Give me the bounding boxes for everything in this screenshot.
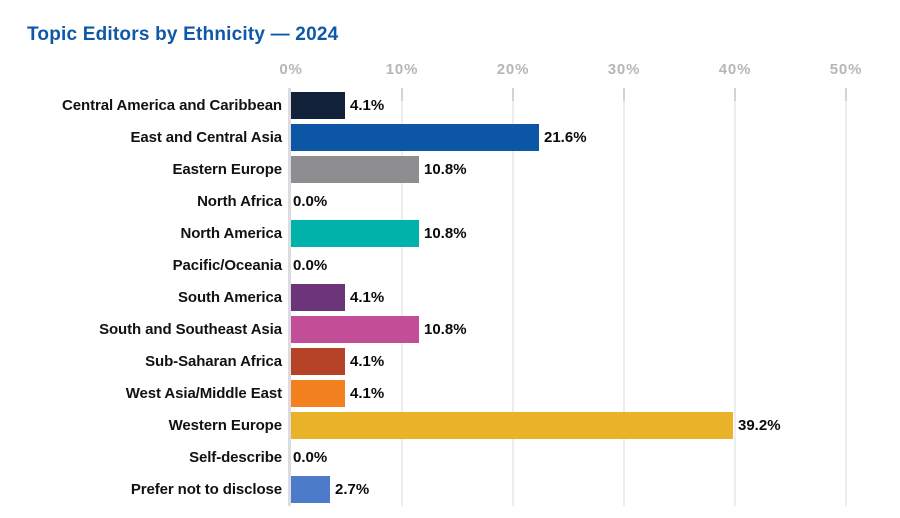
value-label: 39.2% xyxy=(738,417,781,434)
x-axis-tick-label: 40% xyxy=(718,61,752,78)
x-axis-tick-label: 30% xyxy=(607,61,641,78)
chart-row: Pacific/Oceania 0.0% xyxy=(0,250,900,282)
bar xyxy=(291,92,345,119)
chart-row: Eastern Europe 10.8% xyxy=(0,154,900,186)
axis-tick xyxy=(401,88,403,101)
category-label: Eastern Europe xyxy=(172,161,283,178)
value-label: 0.0% xyxy=(293,449,328,466)
x-axis-tick-label: 0% xyxy=(279,61,303,78)
x-axis-tick-label: 50% xyxy=(829,61,863,78)
value-label: 4.1% xyxy=(350,97,385,114)
bar xyxy=(291,220,419,247)
category-label: East and Central Asia xyxy=(130,129,282,146)
gridline xyxy=(401,88,403,506)
category-label: South and Southeast Asia xyxy=(99,321,282,338)
category-label: Central America and Caribbean xyxy=(62,97,282,114)
axis-tick xyxy=(623,88,625,101)
category-label: North Africa xyxy=(197,193,282,210)
x-axis-zero-line xyxy=(288,88,291,506)
value-label: 0.0% xyxy=(293,257,328,274)
value-label: 10.8% xyxy=(424,161,467,178)
chart-row: Sub-Saharan Africa 4.1% xyxy=(0,346,900,378)
bar xyxy=(291,156,419,183)
bar xyxy=(291,348,345,375)
chart-row: Western Europe 39.2% xyxy=(0,410,900,442)
axis-tick xyxy=(512,88,514,101)
chart-row: Self-describe 0.0% xyxy=(0,442,900,474)
bar xyxy=(291,412,733,439)
category-label: Sub-Saharan Africa xyxy=(145,353,282,370)
chart-row: North America 10.8% xyxy=(0,218,900,250)
chart-row: South and Southeast Asia 10.8% xyxy=(0,314,900,346)
value-label: 10.8% xyxy=(424,321,467,338)
chart-row: West Asia/Middle East 4.1% xyxy=(0,378,900,410)
value-label: 4.1% xyxy=(350,385,385,402)
bar xyxy=(291,124,539,151)
axis-tick xyxy=(845,88,847,101)
chart-row: South America 4.1% xyxy=(0,282,900,314)
category-label: South America xyxy=(177,289,282,306)
value-label: 10.8% xyxy=(424,225,467,242)
category-label: North America xyxy=(180,225,282,242)
value-label: 4.1% xyxy=(350,289,385,306)
bar xyxy=(291,284,345,311)
category-label: West Asia/Middle East xyxy=(125,385,282,402)
axis-tick xyxy=(734,88,736,101)
category-label: Self-describe xyxy=(189,449,282,466)
value-label: 4.1% xyxy=(350,353,385,370)
value-label: 0.0% xyxy=(293,193,328,210)
x-axis-tick-label: 20% xyxy=(496,61,530,78)
bar xyxy=(291,316,419,343)
chart-row: East and Central Asia 21.6% xyxy=(0,122,900,154)
chart-row: North Africa 0.0% xyxy=(0,186,900,218)
chart-row: Central America and Caribbean 4.1% xyxy=(0,90,900,122)
gridline xyxy=(623,88,625,506)
bar xyxy=(291,380,345,407)
category-label: Pacific/Oceania xyxy=(172,257,283,274)
bar xyxy=(291,476,330,503)
category-label: Prefer not to disclose xyxy=(130,481,282,498)
chart-title: Topic Editors by Ethnicity — 2024 xyxy=(27,24,339,45)
x-axis-tick-label: 10% xyxy=(385,61,419,78)
category-label: Western Europe xyxy=(168,417,282,434)
value-label: 21.6% xyxy=(544,129,587,146)
value-label: 2.7% xyxy=(335,481,370,498)
gridline xyxy=(845,88,847,506)
chart-row: Prefer not to disclose 2.7% xyxy=(0,474,900,506)
gridline xyxy=(734,88,736,506)
gridline xyxy=(512,88,514,506)
